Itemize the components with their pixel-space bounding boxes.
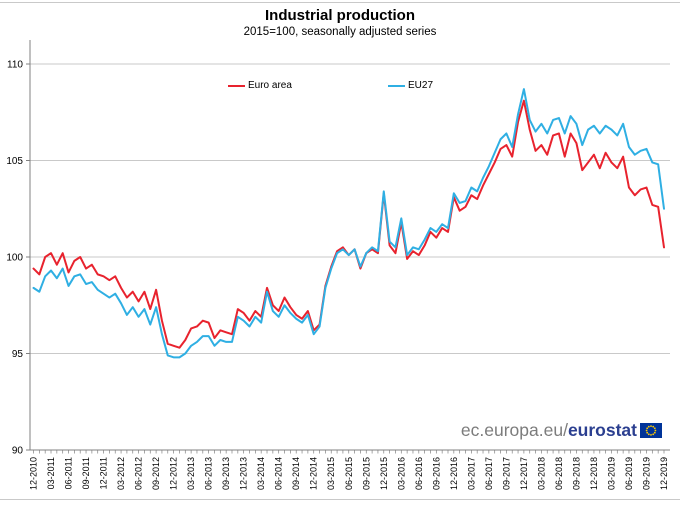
svg-text:09-2014: 09-2014 bbox=[291, 457, 301, 490]
svg-text:12-2014: 12-2014 bbox=[309, 457, 319, 490]
svg-text:12-2015: 12-2015 bbox=[379, 457, 389, 490]
svg-text:06-2015: 06-2015 bbox=[344, 457, 354, 490]
svg-text:12-2018: 12-2018 bbox=[589, 457, 599, 490]
svg-text:06-2011: 06-2011 bbox=[64, 457, 74, 489]
svg-text:03-2012: 03-2012 bbox=[116, 457, 126, 490]
svg-text:12-2013: 12-2013 bbox=[239, 457, 249, 490]
svg-text:12-2019: 12-2019 bbox=[659, 457, 669, 490]
svg-text:09-2012: 09-2012 bbox=[151, 457, 161, 490]
svg-text:06-2016: 06-2016 bbox=[414, 457, 424, 490]
svg-text:105: 105 bbox=[6, 156, 23, 167]
chart-title: Industrial production bbox=[265, 7, 415, 24]
svg-text:09-2018: 09-2018 bbox=[571, 457, 581, 490]
svg-text:12-2016: 12-2016 bbox=[449, 457, 459, 490]
svg-text:03-2019: 03-2019 bbox=[606, 457, 616, 490]
eu-flag-icon bbox=[640, 423, 662, 438]
svg-text:110: 110 bbox=[7, 60, 23, 71]
svg-text:09-2013: 09-2013 bbox=[221, 457, 231, 490]
svg-text:09-2011: 09-2011 bbox=[81, 457, 91, 489]
svg-text:09-2017: 09-2017 bbox=[501, 457, 511, 490]
chart-subtitle: 2015=100, seasonally adjusted series bbox=[243, 26, 437, 38]
svg-text:09-2015: 09-2015 bbox=[361, 457, 371, 490]
chart-legend: Euro area EU27 bbox=[0, 79, 680, 93]
legend-item-euro-area: Euro area bbox=[228, 79, 292, 93]
svg-text:03-2011: 03-2011 bbox=[46, 457, 56, 489]
svg-text:03-2013: 03-2013 bbox=[186, 457, 196, 490]
svg-text:06-2013: 06-2013 bbox=[204, 457, 214, 490]
svg-text:12-2017: 12-2017 bbox=[519, 457, 529, 490]
eu27-line-swatch-icon bbox=[388, 84, 405, 88]
legend-item-eu27: EU27 bbox=[388, 79, 433, 93]
bottom-border-line bbox=[0, 499, 680, 500]
svg-text:03-2014: 03-2014 bbox=[256, 457, 266, 490]
svg-text:100: 100 bbox=[6, 253, 23, 264]
svg-text:95: 95 bbox=[12, 349, 24, 360]
eurostat-branding: ec.europa.eu/eurostat bbox=[0, 420, 662, 440]
svg-text:03-2018: 03-2018 bbox=[536, 457, 546, 490]
top-border-line bbox=[0, 2, 680, 3]
svg-text:06-2019: 06-2019 bbox=[624, 457, 634, 490]
svg-text:90: 90 bbox=[12, 446, 24, 457]
svg-text:06-2018: 06-2018 bbox=[554, 457, 564, 490]
svg-text:09-2016: 09-2016 bbox=[431, 457, 441, 490]
svg-text:06-2012: 06-2012 bbox=[134, 457, 144, 490]
svg-text:06-2014: 06-2014 bbox=[274, 457, 284, 490]
svg-text:12-2011: 12-2011 bbox=[99, 457, 109, 489]
svg-text:12-2012: 12-2012 bbox=[169, 457, 179, 490]
legend-label-eu27: EU27 bbox=[408, 80, 434, 91]
euro-area-line-swatch-icon bbox=[228, 84, 245, 88]
svg-text:12-2010: 12-2010 bbox=[29, 457, 39, 490]
svg-text:03-2015: 03-2015 bbox=[326, 457, 336, 490]
svg-text:03-2016: 03-2016 bbox=[396, 457, 406, 490]
svg-text:06-2017: 06-2017 bbox=[484, 457, 494, 490]
svg-text:03-2017: 03-2017 bbox=[466, 457, 476, 490]
legend-label-euro-area: Euro area bbox=[248, 80, 292, 91]
svg-text:09-2019: 09-2019 bbox=[641, 457, 651, 490]
brand-name: eurostat bbox=[567, 420, 637, 440]
brand-url-prefix: ec.europa.eu/ bbox=[460, 420, 568, 440]
